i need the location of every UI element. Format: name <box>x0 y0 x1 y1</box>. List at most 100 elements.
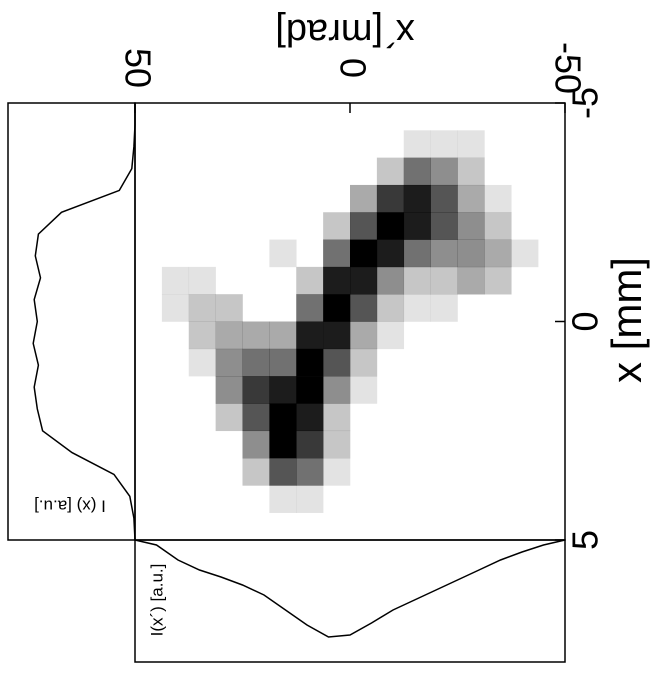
heatmap-cell <box>269 430 297 459</box>
heatmap-cell <box>323 239 351 268</box>
heatmap-cell <box>162 240 189 268</box>
heatmap-cell <box>243 513 270 541</box>
heatmap-cell <box>243 158 270 186</box>
heatmap-cell <box>511 458 538 486</box>
heatmap-cell <box>135 103 162 131</box>
heatmap-cell <box>269 321 297 350</box>
heatmap-cell <box>484 184 512 213</box>
heatmap-cell <box>269 239 297 268</box>
heatmap-cell <box>189 376 216 404</box>
heatmap-cell <box>430 157 458 186</box>
y-tick-label: 0 <box>565 311 606 331</box>
heatmap-cell <box>431 431 458 459</box>
heatmap-cell <box>216 458 243 486</box>
heatmap-cell <box>511 322 538 350</box>
heatmap-cell <box>269 158 296 186</box>
heatmap-cell <box>135 513 162 541</box>
heatmap-cell <box>538 322 565 350</box>
heatmap-cell <box>403 184 431 213</box>
heatmap-cell <box>323 212 351 240</box>
heatmap-cell <box>216 485 243 513</box>
heatmap-cell <box>403 212 431 240</box>
heatmap-cell <box>511 267 538 295</box>
heatmap-cell <box>296 430 324 459</box>
heatmap-cell <box>377 403 404 431</box>
heatmap-cell <box>430 184 458 213</box>
heatmap-cell <box>458 403 485 431</box>
y-axis-title: x [mm] <box>603 257 650 383</box>
heatmap-cell <box>189 458 216 486</box>
heatmap-cell <box>296 376 324 404</box>
heatmap-cell <box>403 239 431 268</box>
heatmap-cell <box>511 103 538 131</box>
heatmap-cell <box>457 239 485 268</box>
heatmap-cell <box>350 266 378 295</box>
heatmap-cell <box>458 103 485 131</box>
heatmap-cell <box>243 103 270 131</box>
left-panel-label: I (x) [a.u.] <box>34 497 106 516</box>
heatmap-cell <box>458 485 485 513</box>
heatmap-cell <box>162 431 189 459</box>
heatmap-cell <box>404 458 431 486</box>
x-tick-label: 50 <box>117 48 158 88</box>
heatmap-cell <box>458 431 485 459</box>
heatmap-cell <box>404 485 431 513</box>
heatmap-cell <box>376 157 405 186</box>
heatmap-cell <box>296 103 323 131</box>
heatmap-cell <box>538 267 565 295</box>
heatmap-cell <box>162 130 189 158</box>
heatmap-cell <box>350 403 377 431</box>
heatmap-cell <box>296 130 323 158</box>
heatmap-cell <box>538 513 565 541</box>
heatmap-cell <box>162 403 189 431</box>
heatmap-cell <box>323 103 350 131</box>
heatmap-cell <box>511 130 538 158</box>
heatmap-cell <box>189 485 216 513</box>
heatmap-cell <box>484 266 512 295</box>
heatmap-cell <box>162 103 189 131</box>
heatmap-cell <box>323 294 351 322</box>
heatmap-cell <box>323 430 351 459</box>
heatmap-cell <box>377 376 404 404</box>
heatmap-cell <box>189 185 216 213</box>
heatmap-cell <box>511 294 538 322</box>
heatmap-cell <box>323 130 350 158</box>
heatmap-cell <box>484 403 511 431</box>
heatmap-cell <box>189 403 216 431</box>
heatmap-cell <box>458 458 485 486</box>
heatmap-cell <box>243 267 270 295</box>
heatmap-cell <box>457 130 485 158</box>
heatmap-cell <box>404 431 431 459</box>
heatmap-cell <box>404 103 431 131</box>
heatmap-cell <box>162 376 189 404</box>
heatmap-cell <box>296 185 323 213</box>
heatmap-cell <box>350 239 378 268</box>
heatmap-cell <box>457 212 485 240</box>
heatmap-cell <box>538 294 565 322</box>
heatmap-cell <box>189 130 216 158</box>
heatmap-cell <box>350 485 377 513</box>
heatmap-cell <box>431 349 458 377</box>
heatmap-cell <box>350 103 377 131</box>
heatmap-cell <box>135 130 162 158</box>
heatmap-cell <box>457 157 485 186</box>
heatmap-cell <box>350 513 377 541</box>
heatmap-cell <box>430 266 458 295</box>
heatmap-cell <box>457 184 485 213</box>
heatmap-cell <box>296 485 324 513</box>
heatmap-cell <box>484 103 511 131</box>
heatmap-cell <box>188 266 216 295</box>
y-tick-label: 5 <box>565 530 606 550</box>
heatmap-cell <box>538 212 565 240</box>
heatmap-cell <box>538 349 565 377</box>
heatmap-cell <box>511 212 538 240</box>
heatmap-cell <box>188 321 216 350</box>
heatmap-cell <box>350 158 377 186</box>
heatmap-cell <box>135 431 162 459</box>
heatmap-cell <box>162 158 189 186</box>
heatmap-cell <box>403 294 431 322</box>
heatmap-cell <box>323 158 350 186</box>
heatmap-cell <box>377 103 404 131</box>
x-tick-label: 0 <box>332 58 373 78</box>
heatmap-cell <box>269 403 297 432</box>
